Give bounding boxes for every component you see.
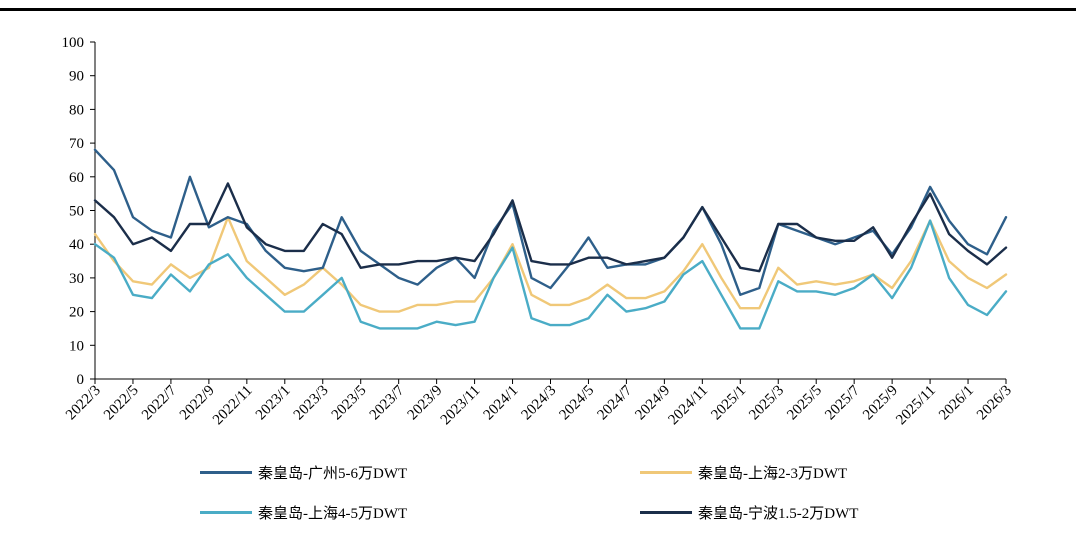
y-tick-label: 20 bbox=[69, 305, 84, 321]
y-tick-label: 30 bbox=[69, 271, 84, 287]
x-tick-label: 2023/5 bbox=[329, 383, 370, 424]
legend-swatch-shanghai-4-5 bbox=[200, 511, 252, 514]
legend-item-shanghai-4-5: 秦皇岛-上海4-5万DWT bbox=[200, 502, 407, 523]
legend-item-shanghai-2-3: 秦皇岛-上海2-3万DWT bbox=[640, 462, 847, 483]
series-layer bbox=[93, 148, 1008, 330]
y-tick-label: 60 bbox=[69, 170, 84, 186]
y-tick-label: 80 bbox=[69, 102, 84, 118]
y-tick-label: 90 bbox=[69, 69, 84, 85]
x-tick-label: 2026/3 bbox=[974, 383, 1015, 424]
x-tick-label: 2022/5 bbox=[101, 383, 142, 424]
x-tick-label: 2022/3 bbox=[63, 383, 104, 424]
y-tick-label: 70 bbox=[69, 136, 84, 152]
x-tick-label: 2025/7 bbox=[822, 382, 863, 423]
x-tick-label: 2022/7 bbox=[139, 382, 180, 423]
x-tick-label: 2023/1 bbox=[253, 383, 294, 424]
legend-item-guangzhou: 秦皇岛-广州5-6万DWT bbox=[200, 462, 407, 483]
x-axis: 2022/32022/52022/72022/92022/112023/1202… bbox=[63, 378, 1015, 429]
x-tick-label: 2024/1 bbox=[481, 383, 522, 424]
legend-item-ningbo: 秦皇岛-宁波1.5-2万DWT bbox=[640, 502, 858, 523]
y-tick-label: 40 bbox=[69, 237, 84, 253]
legend-swatch-guangzhou bbox=[200, 471, 252, 474]
top-rule bbox=[0, 8, 1076, 11]
x-tick-label: 2025/5 bbox=[784, 383, 825, 424]
legend-label-shanghai-2-3: 秦皇岛-上海2-3万DWT bbox=[698, 466, 848, 482]
x-tick-label: 2026/1 bbox=[936, 383, 977, 424]
y-tick-label: 10 bbox=[69, 338, 84, 354]
series-line-3 bbox=[93, 182, 1008, 273]
y-tick-label: 50 bbox=[69, 204, 84, 220]
x-tick-label: 2023/3 bbox=[291, 383, 332, 424]
x-tick-label: 2022/11 bbox=[210, 383, 256, 429]
legend-swatch-shanghai-2-3 bbox=[640, 471, 692, 474]
x-tick-label: 2024/7 bbox=[594, 382, 635, 423]
x-tick-label: 2025/11 bbox=[893, 383, 939, 429]
x-tick-label: 2025/3 bbox=[746, 383, 787, 424]
legend-label-shanghai-4-5: 秦皇岛-上海4-5万DWT bbox=[258, 506, 408, 522]
y-tick-label: 0 bbox=[77, 372, 85, 388]
x-tick-label: 2024/3 bbox=[519, 383, 560, 424]
legend-swatch-ningbo bbox=[640, 511, 692, 514]
series-line-2 bbox=[93, 219, 1008, 330]
x-tick-label: 2023/7 bbox=[367, 382, 408, 423]
x-tick-label: 2024/11 bbox=[665, 383, 711, 429]
y-tick-label: 100 bbox=[62, 35, 85, 51]
series-line-0 bbox=[93, 148, 1008, 296]
x-tick-label: 2025/1 bbox=[708, 383, 749, 424]
y-axis: 0 10 20 30 40 50 60 70 80 90 100 bbox=[62, 35, 96, 388]
series-line-1 bbox=[93, 216, 1008, 313]
x-tick-label: 2024/5 bbox=[557, 383, 598, 424]
legend-label-guangzhou: 秦皇岛-广州5-6万DWT bbox=[258, 466, 408, 482]
x-tick-label: 2023/11 bbox=[438, 383, 484, 429]
legend-label-ningbo: 秦皇岛-宁波1.5-2万DWT bbox=[698, 506, 859, 522]
